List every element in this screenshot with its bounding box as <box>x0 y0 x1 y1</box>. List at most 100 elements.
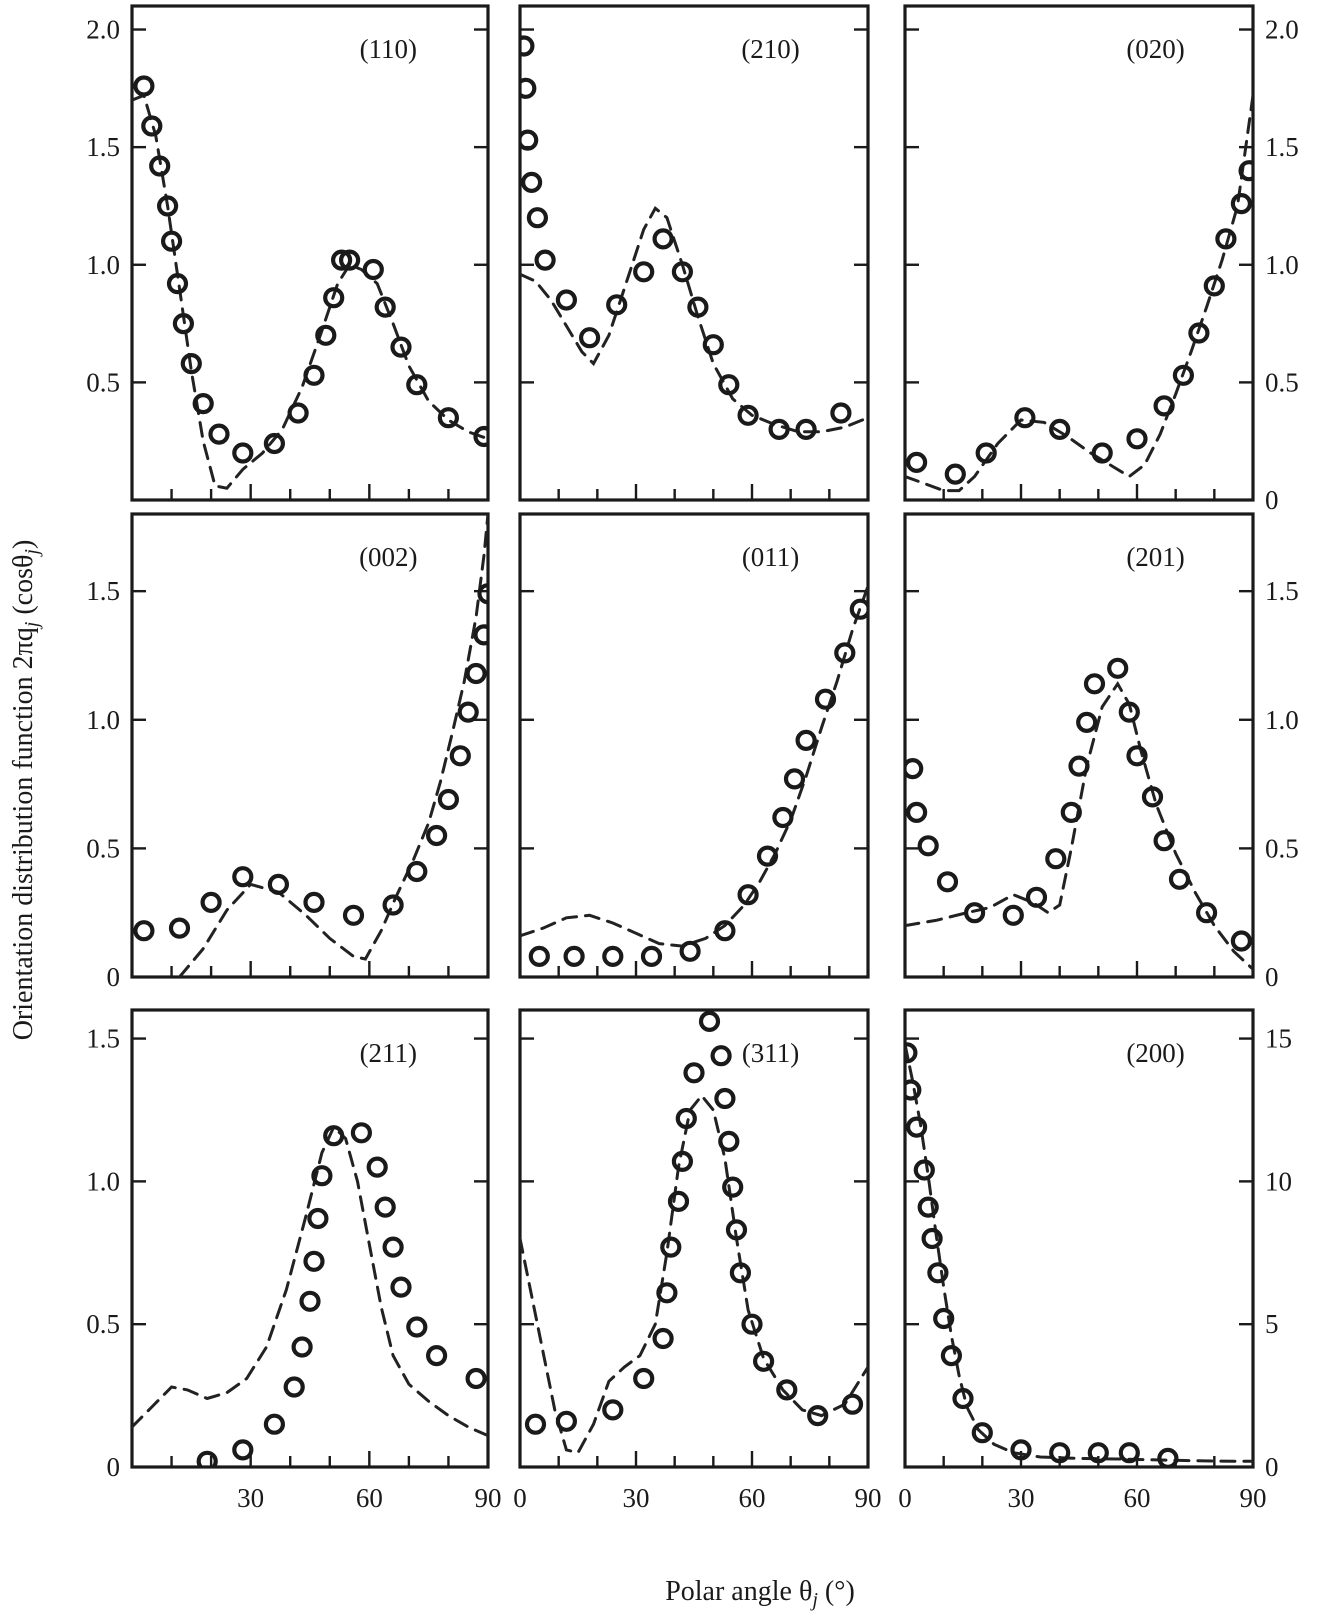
y-tick-label: 0 <box>1265 485 1279 515</box>
data-point <box>1238 160 1253 182</box>
data-point <box>157 195 179 217</box>
data-point <box>921 1227 943 1250</box>
data-point <box>905 801 928 824</box>
panel-frame <box>903 512 1255 979</box>
data-point <box>457 701 479 723</box>
data-point <box>729 1262 752 1284</box>
y-tick-label: 0 <box>1265 1452 1279 1482</box>
data-point <box>841 1393 864 1415</box>
panel-210: (210) <box>518 4 870 502</box>
data-point <box>602 1399 624 1421</box>
y-tick-label: 10 <box>1265 1166 1292 1196</box>
data-point <box>952 1387 974 1410</box>
x-tick-label: 90 <box>855 1483 882 1513</box>
data-point <box>331 249 353 271</box>
data-point <box>830 402 852 424</box>
data-point <box>737 884 759 906</box>
x-tick-label: 60 <box>356 1483 383 1513</box>
data-point <box>166 273 189 295</box>
data-point <box>633 261 655 283</box>
y-tick-label: 2.0 <box>1265 15 1299 45</box>
data-point <box>426 1344 448 1367</box>
y-tick-label: 1.0 <box>86 1166 120 1196</box>
data-point <box>1153 830 1175 852</box>
panel-frame <box>518 512 870 979</box>
data-point <box>1083 673 1106 695</box>
data-point <box>303 1250 325 1272</box>
data-point <box>1045 848 1067 870</box>
y-tick-label: 15 <box>1265 1024 1292 1054</box>
panel-frame <box>518 4 870 502</box>
data-point <box>406 860 428 883</box>
data-point <box>303 891 325 914</box>
y-tick-label: 0 <box>1265 962 1279 992</box>
x-axis-title-unit: (°) <box>818 1576 855 1607</box>
data-point <box>1068 755 1090 777</box>
data-point <box>362 258 384 281</box>
data-point <box>350 1122 372 1144</box>
data-point <box>795 418 817 440</box>
panel-label: (110) <box>360 34 417 64</box>
panel-frame <box>903 1008 1255 1469</box>
x-tick-label: 0 <box>513 1483 527 1513</box>
x-tick-label: 30 <box>623 1483 650 1513</box>
data-point <box>390 1276 412 1298</box>
data-point <box>1126 745 1148 767</box>
data-point <box>465 1367 487 1390</box>
panel-label: (311) <box>742 1038 799 1068</box>
y-tick-label: 0.5 <box>1265 833 1299 863</box>
data-point <box>1215 228 1237 250</box>
fit-line <box>178 514 488 977</box>
data-point <box>1014 407 1036 429</box>
data-point <box>725 1219 748 1241</box>
data-point <box>534 249 556 271</box>
panel-011: (011) <box>518 512 870 979</box>
data-point <box>1157 1447 1179 1467</box>
data-point <box>917 1196 939 1218</box>
data-point <box>323 287 345 309</box>
panel-frame <box>518 1008 870 1469</box>
data-point <box>303 364 325 386</box>
y-tick-label: 1.5 <box>86 1024 120 1054</box>
panel-020: 0 0.5 1.0 1.5 2.0 (020) <box>903 4 1299 515</box>
y-axis-title-tail-sub: j <box>21 549 43 558</box>
fit-line <box>905 680 1253 971</box>
y-tick-label: 1.0 <box>1265 250 1299 280</box>
data-point <box>710 1045 732 1067</box>
x-axis-title-sub: j <box>809 1589 818 1611</box>
panel-frame <box>130 4 490 502</box>
data-point <box>520 77 537 99</box>
data-point <box>283 1376 305 1398</box>
panel-frame <box>130 512 490 979</box>
data-point <box>679 940 701 962</box>
data-point <box>437 407 459 429</box>
y-tick-label: 1.0 <box>86 705 120 735</box>
panel-label: (210) <box>741 34 799 64</box>
y-axis-title-tail: (cosθ <box>8 555 39 622</box>
data-point <box>1049 418 1071 440</box>
data-point <box>133 75 155 97</box>
data-point <box>714 920 736 942</box>
data-point <box>737 404 759 426</box>
data-point <box>602 945 624 968</box>
y-tick-label: 1.0 <box>86 250 120 280</box>
data-point <box>528 945 550 968</box>
data-point <box>671 1150 694 1173</box>
y-tick-label: 0.5 <box>1265 367 1299 397</box>
data-point <box>473 624 488 646</box>
data-point <box>307 1207 329 1230</box>
x-tick-label: 90 <box>475 1483 502 1513</box>
data-point <box>1230 193 1253 215</box>
fit-line <box>132 93 488 490</box>
data-point <box>374 1196 396 1218</box>
data-point <box>783 768 806 790</box>
data-point <box>426 824 448 847</box>
data-point <box>722 1176 744 1198</box>
data-point <box>652 1327 674 1350</box>
x-tick-label: 60 <box>739 1483 766 1513</box>
y-axis-title: Orientation distribution function 2πqj (… <box>8 540 43 1041</box>
y-tick-label: 2.0 <box>86 15 120 45</box>
data-point <box>814 688 837 710</box>
data-point <box>1087 1442 1109 1464</box>
data-point <box>465 662 487 685</box>
